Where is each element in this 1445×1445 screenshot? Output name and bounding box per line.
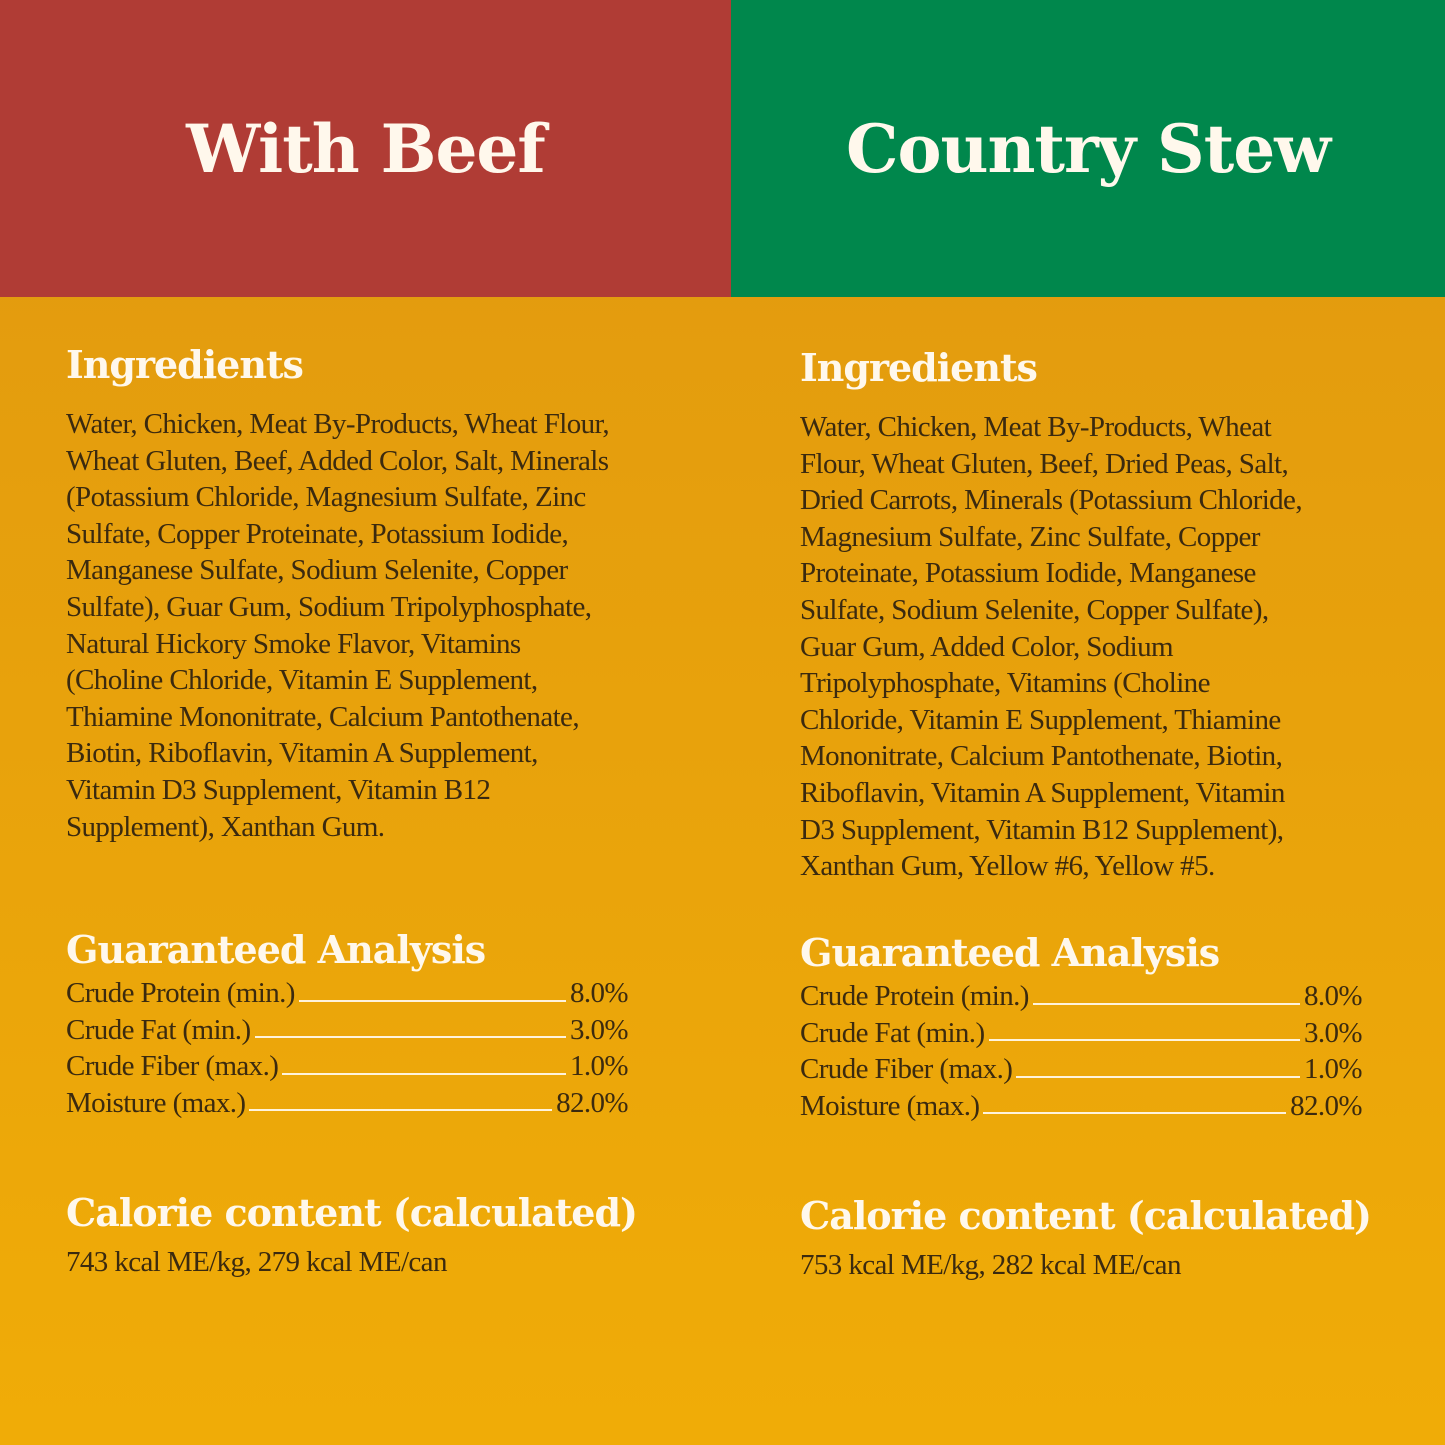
calorie-heading: Calorie content (calculated) bbox=[800, 1193, 1372, 1238]
ingredients-line: Sulfate, Sodium Selenite, Copper Sulfate… bbox=[800, 593, 1269, 626]
calorie-text: 743 kcal ME/kg, 279 kcal ME/can bbox=[66, 1246, 447, 1278]
analysis-value: 1.0% bbox=[569, 1050, 629, 1083]
analysis-row: Crude Fiber (max.) 1.0% bbox=[66, 1048, 629, 1085]
analysis-value: 82.0% bbox=[556, 1086, 629, 1119]
ingredients-line: Proteinate, Potassium Iodide, Manganese bbox=[800, 557, 1256, 590]
with-beef-column: Ingredients Water, Chicken, Meat By-Prod… bbox=[66, 340, 716, 1278]
with-beef-header: With Beef bbox=[0, 0, 731, 297]
calorie-content: Calorie content (calculated) 743 kcal ME… bbox=[66, 1188, 638, 1280]
ingredients-line: Riboflavin, Vitamin A Supplement, Vitami… bbox=[800, 776, 1285, 809]
analysis-row: Moisture (max.) 82.0% bbox=[800, 1088, 1363, 1125]
ingredients-line: Guar Gum, Added Color, Sodium bbox=[800, 630, 1174, 663]
leader-line bbox=[249, 1109, 553, 1112]
analysis-label: Moisture (max.) bbox=[800, 1089, 980, 1122]
ingredients-list: Water, Chicken, Meat By-Products, Wheat F… bbox=[800, 409, 1420, 885]
ingredients-line: Manganese Sulfate, Sodium Selenite, Copp… bbox=[66, 554, 568, 587]
leader-line bbox=[254, 1036, 566, 1039]
calorie-text: 753 kcal ME/kg, 282 kcal ME/can bbox=[800, 1249, 1181, 1281]
ingredients-line: Thiamine Mononitrate, Calcium Pantothena… bbox=[66, 700, 580, 733]
ingredients-line: Flour, Wheat Gluten, Beef, Dried Peas, S… bbox=[800, 447, 1289, 480]
country-stew-title: Country Stew bbox=[845, 109, 1331, 188]
ingredients-line: Biotin, Riboflavin, Vitamin A Supplement… bbox=[66, 737, 538, 770]
analysis-value: 8.0% bbox=[569, 977, 629, 1009]
ingredients-line: Water, Chicken, Meat By-Products, Wheat bbox=[800, 411, 1272, 443]
analysis-row: Crude Fat (min.) 3.0% bbox=[800, 1015, 1363, 1052]
ingredients-line: Water, Chicken, Meat By-Products, Wheat … bbox=[66, 408, 610, 440]
ingredients-heading: Ingredients bbox=[66, 342, 304, 387]
ingredients-line: Xanthan Gum, Yellow #6, Yellow #5. bbox=[800, 850, 1215, 883]
ingredients-line: Sulfate, Copper Proteinate, Potassium Io… bbox=[66, 517, 569, 550]
ingredients-line: D3 Supplement, Vitamin B12 Supplement), bbox=[800, 813, 1284, 846]
analysis-label: Crude Fiber (max.) bbox=[66, 1050, 279, 1083]
ingredients-line: Dried Carrots, Minerals (Potassium Chlor… bbox=[800, 484, 1303, 517]
analysis-label: Crude Fat (min.) bbox=[800, 1016, 985, 1049]
analysis-label: Moisture (max.) bbox=[66, 1086, 246, 1119]
guaranteed-analysis: Guaranteed Analysis Crude Protein (min.)… bbox=[800, 928, 1363, 1125]
leader-line bbox=[988, 1039, 1300, 1042]
ingredients-line: Tripolyphosphate, Vitamins (Choline bbox=[800, 667, 1210, 700]
analysis-row: Crude Protein (min.) 8.0% bbox=[800, 978, 1363, 1015]
with-beef-title: With Beef bbox=[186, 109, 546, 188]
analysis-row: Crude Protein (min.) 8.0% bbox=[66, 975, 629, 1012]
ingredients-heading: Ingredients bbox=[800, 345, 1038, 390]
leader-line bbox=[282, 1072, 566, 1075]
leader-line bbox=[1032, 1002, 1300, 1005]
calorie-heading: Calorie content (calculated) bbox=[66, 1190, 638, 1235]
analysis-row: Moisture (max.) 82.0% bbox=[66, 1085, 629, 1122]
leader-line bbox=[983, 1112, 1287, 1115]
analysis-value: 3.0% bbox=[1303, 1016, 1363, 1049]
ingredients-line: Wheat Gluten, Beef, Added Color, Salt, M… bbox=[66, 444, 609, 477]
analysis-label: Crude Protein (min.) bbox=[800, 980, 1029, 1012]
country-stew-column: Ingredients Water, Chicken, Meat By-Prod… bbox=[800, 343, 1420, 1281]
country-stew-header: Country Stew bbox=[731, 0, 1445, 297]
ingredients-line: Chloride, Vitamin E Supplement, Thiamine bbox=[800, 703, 1281, 736]
analysis-value: 3.0% bbox=[569, 1013, 629, 1046]
analysis-label: Crude Protein (min.) bbox=[66, 977, 295, 1009]
leader-line bbox=[1016, 1075, 1300, 1078]
ingredients-line: Magnesium Sulfate, Zinc Sulfate, Copper bbox=[800, 520, 1260, 553]
guaranteed-analysis: Guaranteed Analysis Crude Protein (min.)… bbox=[66, 925, 629, 1122]
ingredients-line: Sulfate), Guar Gum, Sodium Tripolyphosph… bbox=[66, 590, 592, 623]
ingredients-line: (Potassium Chloride, Magnesium Sulfate, … bbox=[66, 481, 586, 514]
analysis-heading: Guaranteed Analysis bbox=[66, 927, 486, 972]
analysis-label: Crude Fat (min.) bbox=[66, 1013, 251, 1046]
analysis-value: 1.0% bbox=[1303, 1053, 1363, 1086]
ingredients-line: Mononitrate, Calcium Pantothenate, Bioti… bbox=[800, 740, 1283, 773]
ingredients-line: Vitamin D3 Supplement, Vitamin B12 bbox=[66, 773, 491, 806]
analysis-row: Crude Fat (min.) 3.0% bbox=[66, 1012, 629, 1049]
analysis-row: Crude Fiber (max.) 1.0% bbox=[800, 1051, 1363, 1088]
analysis-label: Crude Fiber (max.) bbox=[800, 1053, 1013, 1086]
analysis-value: 82.0% bbox=[1290, 1089, 1363, 1122]
ingredients-list: Water, Chicken, Meat By-Products, Wheat … bbox=[66, 406, 716, 845]
calorie-content: Calorie content (calculated) 753 kcal ME… bbox=[800, 1191, 1372, 1283]
analysis-value: 8.0% bbox=[1303, 980, 1363, 1012]
analysis-heading: Guaranteed Analysis bbox=[800, 930, 1220, 975]
ingredients-line: Natural Hickory Smoke Flavor, Vitamins bbox=[66, 627, 521, 660]
leader-line bbox=[298, 999, 566, 1002]
ingredients-line: Supplement), Xanthan Gum. bbox=[66, 810, 385, 843]
ingredients-line: (Choline Chloride, Vitamin E Supplement, bbox=[66, 664, 538, 697]
